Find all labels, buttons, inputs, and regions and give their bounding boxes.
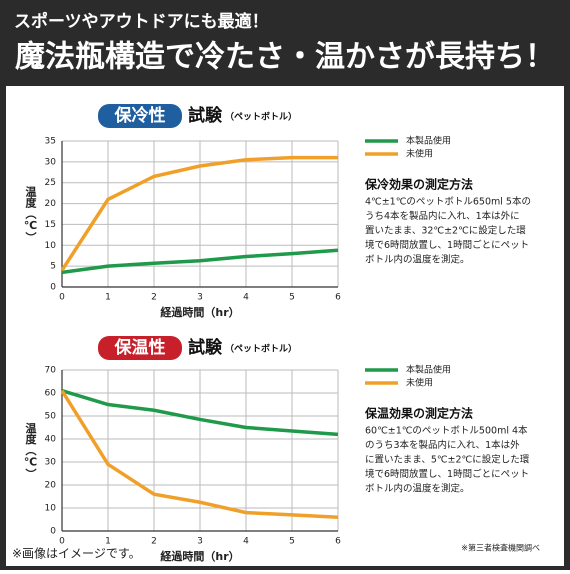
y-tick-label: 35 (45, 137, 56, 147)
chart-title: 試験 (188, 337, 223, 358)
y-tick-label: 40 (45, 435, 57, 445)
title-badge (98, 336, 182, 360)
line (60, 389, 339, 519)
x-tick-label: 0 (59, 293, 65, 303)
y-axis-label: 温度（℃） (24, 185, 38, 243)
y-tick-label: 30 (45, 157, 57, 167)
x-axis-label: 経過時間（hr） (160, 305, 239, 319)
method-text: のうち3本を製品内に入れ、1本は外 (365, 439, 520, 451)
x-tick-label: 1 (105, 537, 111, 547)
y-axis-label: 温度（℃） (24, 421, 38, 479)
x-tick-label: 2 (151, 293, 157, 303)
method-text: 境で6時間放置し、1時間ごとにペット (365, 239, 529, 251)
method-text: 境で6時間放置し、1時間ごとにペット (365, 468, 529, 480)
y-tick-label: 70 (45, 366, 57, 376)
x-axis-label: 経過時間（hr） (160, 549, 239, 563)
method-text: うち4本を製品内に入れ、1本は外に (365, 210, 520, 222)
x-tick-label: 1 (105, 293, 111, 303)
method-text: に置いたまま、5℃±2℃に設定した環 (365, 454, 530, 466)
title-badge-text: 保冷性 (114, 105, 166, 126)
method-text: 置いたまま、32℃±2℃に設定した環 (365, 225, 526, 237)
y-tick-label: 15 (45, 220, 56, 230)
y-tick-label: 10 (45, 504, 57, 514)
method-text: ボトル内の温度を測定。 (365, 254, 470, 266)
x-tick-label: 3 (197, 293, 203, 303)
x-tick-label: 0 (59, 537, 65, 547)
title-badge (98, 104, 182, 128)
x-tick-label: 5 (289, 537, 295, 547)
method-text: 4℃±1℃のペットボトル650ml 5本の (365, 196, 531, 208)
x-tick-label: 2 (151, 537, 157, 547)
method-title: 保冷効果の測定方法 (364, 177, 473, 192)
y-tick-label: 0 (50, 283, 56, 293)
chart-title: 試験 (188, 105, 223, 126)
method-title: 保温効果の測定方法 (364, 406, 473, 421)
y-tick-label: 20 (45, 481, 57, 491)
x-tick-label: 3 (197, 537, 203, 547)
x-tick-label: 4 (243, 293, 249, 303)
x-tick-label: 5 (289, 293, 295, 303)
y-tick-label: 60 (45, 389, 57, 399)
line (60, 155, 338, 272)
footnote: ※画像はイメージです。 (12, 547, 141, 561)
line (61, 248, 339, 275)
method-text: 60℃±1℃のペットボトル500ml 4本 (365, 425, 528, 437)
y-tick-label: 50 (45, 412, 57, 422)
legend-label: 本製品使用 (406, 135, 451, 147)
y-tick-label: 30 (45, 458, 57, 468)
panel (6, 86, 564, 566)
y-tick-label: 5 (50, 262, 56, 272)
legend-label: 本製品使用 (406, 364, 451, 376)
method-text: ボトル内の温度を測定。 (365, 483, 470, 495)
y-tick-label: 20 (45, 199, 57, 209)
line (61, 389, 339, 437)
chart-subtitle: （ペットボトル） (225, 343, 297, 355)
chart-subtitle: （ペットボトル） (225, 111, 297, 123)
x-tick-label: 6 (335, 537, 341, 547)
header-line2: 魔法瓶構造で冷たさ・温かさが長持ち！ (15, 40, 555, 75)
y-tick-label: 25 (45, 178, 56, 188)
y-tick-label: 0 (50, 527, 56, 537)
y-tick-label: 10 (45, 241, 57, 251)
legend-label: 未使用 (406, 148, 433, 160)
x-tick-label: 6 (335, 293, 341, 303)
footnote: ※第三者検査機関調べ (461, 543, 540, 553)
legend-label: 未使用 (406, 377, 433, 389)
title-badge-text: 保温性 (114, 337, 166, 358)
header-line1: スポーツやアウトドアにも最適！ (14, 11, 269, 32)
x-tick-label: 4 (243, 537, 249, 547)
